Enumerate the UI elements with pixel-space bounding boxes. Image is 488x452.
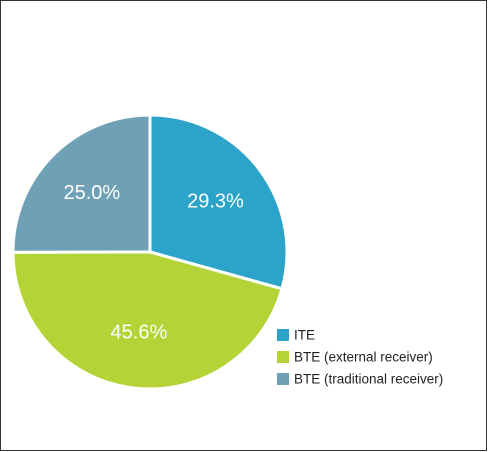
data-label: 45.6% xyxy=(111,322,168,344)
data-label: 29.3% xyxy=(187,191,244,213)
pie-slice xyxy=(11,113,152,254)
legend-label: BTE (traditional receiver) xyxy=(294,372,443,387)
legend-label: ITE xyxy=(294,328,315,343)
legend-swatch xyxy=(277,351,289,363)
pie-slice xyxy=(148,113,289,291)
legend-swatch xyxy=(277,329,289,341)
pie-slice xyxy=(11,250,284,391)
data-label: 25.0% xyxy=(63,182,120,204)
legend-swatch xyxy=(277,373,289,385)
legend-label: BTE (external receiver) xyxy=(294,350,433,365)
